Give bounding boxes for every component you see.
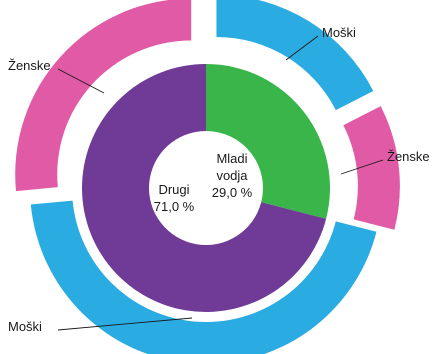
- leader-line-drugi-moski: [57, 317, 193, 331]
- leader-line-mladi-vodja-moski: [285, 35, 319, 61]
- inner-label-mladi-vodja-0: Mladi: [216, 151, 247, 166]
- inner-slice-mladi-vodja: [206, 64, 330, 219]
- outer-slice-drugi-moski: [30, 200, 377, 354]
- outer-label-drugi-zenske: Ženske: [8, 58, 51, 73]
- outer-label-mladi-vodja-moski: Moški: [322, 25, 356, 40]
- inner-value-label-mladi-vodja: 29,0 %: [212, 185, 253, 200]
- leader-line-drugi-zenske: [57, 68, 105, 94]
- inner-label-drugi-0: Drugi: [158, 182, 189, 197]
- inner-label-mladi-vodja-1: vodja: [216, 168, 248, 183]
- leader-line-mladi-vodja-zenske: [340, 159, 384, 175]
- outer-slice-mladi-vodja-zenske: [343, 106, 400, 230]
- inner-slice-drugi: [81, 63, 327, 312]
- outer-label-mladi-vodja-zenske: Ženske: [387, 149, 430, 164]
- outer-label-drugi-moski: Moški: [8, 319, 42, 334]
- outer-slice-drugi-zenske: [15, 0, 192, 192]
- inner-value-label-drugi: 71,0 %: [154, 199, 195, 214]
- outer-slice-mladi-vodja-moski: [216, 0, 374, 111]
